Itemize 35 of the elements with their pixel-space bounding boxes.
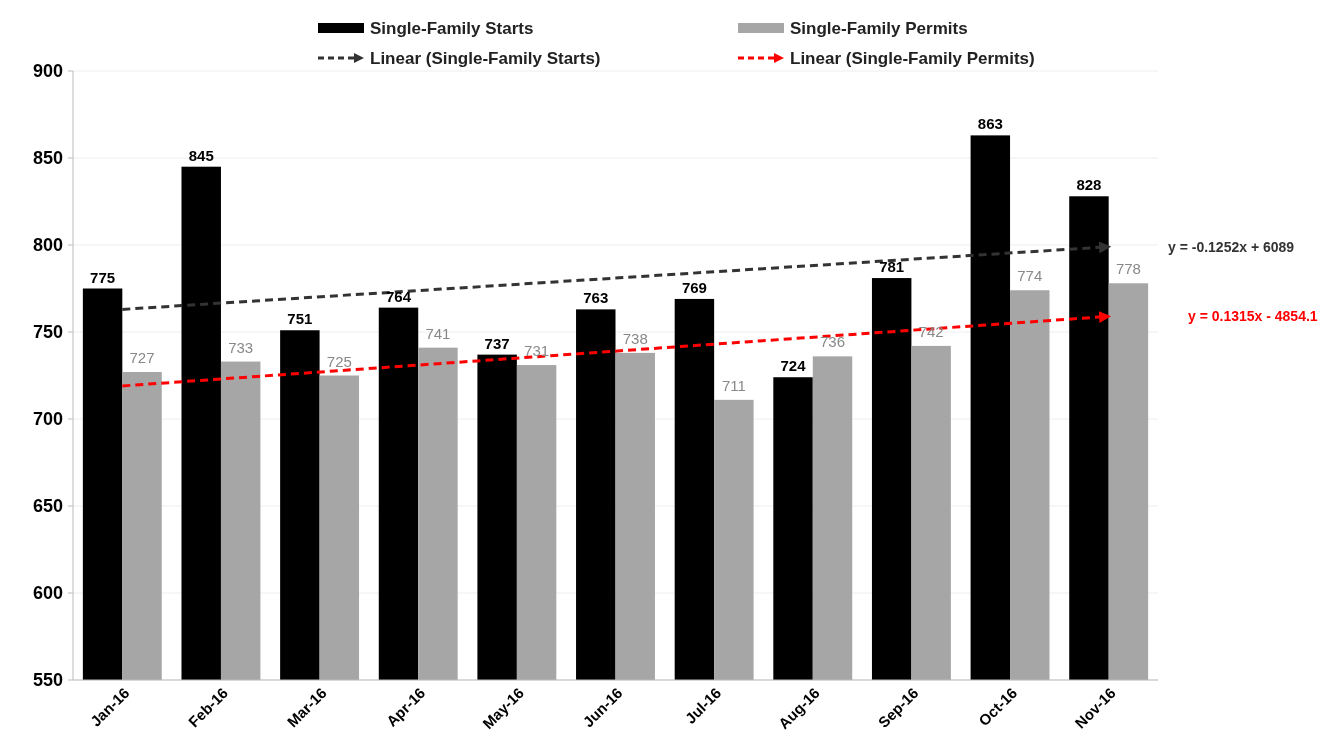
legend-label: Linear (Single-Family Permits)	[790, 49, 1035, 68]
data-label: 725	[326, 352, 352, 370]
data-label: 731	[524, 342, 550, 360]
data-label: 763	[583, 289, 609, 307]
data-label: 711	[721, 376, 746, 394]
data-label: 764	[385, 287, 412, 305]
y-tick-label: 600	[32, 583, 63, 603]
data-label: 727	[129, 349, 155, 367]
y-tick-label: 750	[32, 322, 63, 342]
data-label: 737	[484, 334, 510, 352]
data-label: 845	[188, 146, 214, 164]
data-label: 775	[90, 268, 116, 286]
data-label: 736	[819, 333, 846, 351]
legend-label: Single-Family Permits	[790, 19, 968, 38]
data-label: 733	[228, 338, 254, 356]
data-label: 741	[425, 324, 451, 342]
data-label: 828	[1076, 176, 1102, 194]
y-tick-label: 650	[32, 496, 63, 516]
data-label: 738	[622, 329, 648, 347]
legend-label: Single-Family Starts	[370, 19, 534, 38]
data-label: 751	[287, 310, 313, 328]
y-tick-label: 850	[32, 148, 63, 168]
data-label: 781	[879, 258, 905, 276]
legend-label: Linear (Single-Family Starts)	[370, 49, 601, 68]
data-label: 769	[681, 278, 707, 296]
text: y = -0.1252x + 6089	[1168, 238, 1295, 255]
y-tick-label: 550	[32, 670, 63, 690]
y-tick-label: 900	[32, 61, 63, 81]
text: y = 0.1315x - 4854.1	[1188, 308, 1318, 325]
y-tick-label: 700	[32, 409, 63, 429]
data-label: 778	[1115, 260, 1141, 278]
data-label: 774	[1017, 267, 1043, 285]
data-label: 863	[977, 115, 1003, 133]
data-label: 724	[780, 357, 807, 375]
y-tick-label: 800	[32, 235, 63, 255]
